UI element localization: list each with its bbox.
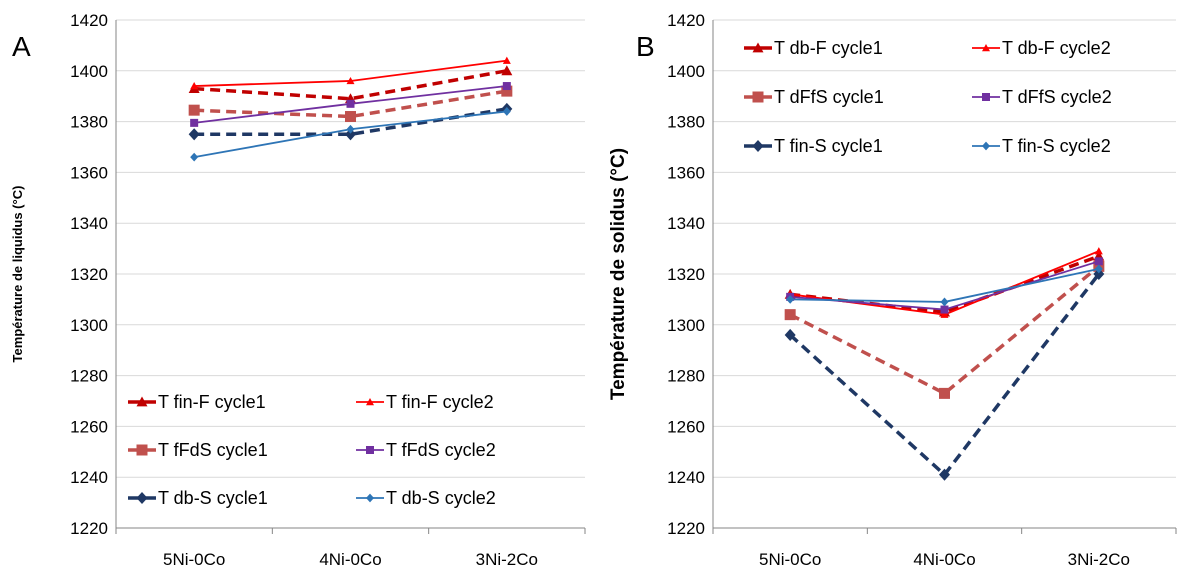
legend-entry-label: T dFfS cycle2: [1002, 87, 1112, 107]
data-point: [346, 76, 355, 85]
panel-letter: A: [12, 31, 31, 62]
y-tick-label: 1380: [667, 113, 705, 132]
data-point: [502, 56, 511, 64]
data-point: [188, 104, 200, 116]
data-point: [940, 305, 949, 314]
legend-entry-label: T db-F cycle1: [774, 38, 883, 58]
data-point: [1094, 264, 1103, 274]
data-point: [784, 328, 796, 342]
y-tick-label: 1280: [667, 367, 705, 386]
legend-marker: [366, 493, 374, 503]
y-tick-label: 1340: [667, 214, 705, 233]
x-tick-label: 3Ni-2Co: [1068, 550, 1130, 569]
y-tick-label: 1420: [667, 11, 705, 30]
data-point: [345, 128, 356, 141]
legend-marker: [366, 398, 374, 406]
y-axis-label: Température de solidus (°C): [608, 148, 629, 400]
y-tick-label: 1340: [70, 214, 108, 233]
data-point: [188, 128, 200, 141]
panel-letter: B: [636, 31, 655, 62]
y-tick-label: 1280: [70, 367, 108, 386]
data-point: [784, 309, 796, 321]
legend-marker: [982, 44, 990, 52]
y-tick-label: 1380: [70, 113, 108, 132]
y-tick-label: 1300: [70, 316, 108, 335]
data-point: [502, 107, 511, 116]
data-point: [501, 85, 513, 97]
data-point: [939, 468, 950, 481]
data-point: [1094, 257, 1103, 266]
x-tick-label: 4Ni-0Co: [913, 550, 975, 569]
y-tick-label: 1400: [667, 62, 705, 81]
y-tick-label: 1220: [667, 519, 705, 538]
data-point: [786, 295, 795, 304]
legend-marker: [982, 141, 990, 151]
legend-marker: [752, 42, 764, 53]
y-tick-label: 1360: [70, 163, 108, 182]
legend-entry-label: T fin-S cycle1: [774, 136, 883, 156]
y-tick-label: 1260: [667, 417, 705, 436]
y-tick-label: 1240: [70, 468, 108, 487]
x-tick-label: 3Ni-2Co: [476, 550, 538, 569]
y-tick-label: 1400: [70, 62, 108, 81]
legend-entry-label: T db-S cycle2: [386, 488, 496, 508]
y-tick-label: 1260: [70, 417, 108, 436]
data-point: [1094, 247, 1103, 255]
y-tick-label: 1240: [667, 468, 705, 487]
series-line: [194, 69, 508, 101]
legend-entry-label: T fin-F cycle2: [386, 392, 494, 412]
legend-marker: [136, 396, 148, 407]
data-point: [940, 310, 949, 318]
data-point: [501, 65, 513, 76]
y-tick-label: 1420: [70, 11, 108, 30]
data-point: [190, 82, 199, 90]
legend-marker: [366, 446, 374, 454]
legend-marker: [752, 139, 764, 153]
legend-entry-label: T db-F cycle2: [1002, 38, 1111, 58]
legend-entry-label: T fFdS cycle1: [158, 440, 268, 460]
legend-marker: [136, 491, 148, 505]
data-point: [346, 99, 355, 108]
y-tick-label: 1320: [667, 265, 705, 284]
data-point: [190, 152, 199, 162]
y-tick-label: 1300: [667, 316, 705, 335]
legend-marker: [752, 91, 764, 103]
data-point: [345, 111, 356, 123]
data-point: [346, 124, 355, 134]
legend-marker: [136, 444, 148, 456]
series-line: [789, 265, 1100, 396]
legend-entry-label: T db-S cycle1: [158, 488, 268, 508]
x-tick-label: 5Ni-0Co: [759, 550, 821, 569]
x-tick-label: 4Ni-0Co: [319, 550, 381, 569]
panel-a-chart: 1220 1240 1260 1280 1300 1320 1340 1360 1380 1400…: [10, 11, 586, 569]
y-axis-label: Température de liquidus (°C): [10, 186, 25, 363]
y-tick-label: 1360: [667, 163, 705, 182]
data-point: [939, 387, 950, 399]
legend-entry-label: T fin-F cycle1: [158, 392, 266, 412]
data-point: [940, 297, 949, 307]
panel-b-chart: 1220 1240 1260 1280 1300 1320 1340 1360 1380 1400…: [608, 11, 1177, 569]
x-tick-label: 5Ni-0Co: [163, 550, 225, 569]
y-tick-label: 1220: [70, 519, 108, 538]
legend-entry-label: T fFdS cycle2: [386, 440, 496, 460]
data-point: [190, 118, 199, 127]
legend-entry-label: T dFfS cycle1: [774, 87, 884, 107]
data-point: [1093, 267, 1105, 281]
legend-entry-label: T fin-S cycle2: [1002, 136, 1111, 156]
legend-marker: [982, 93, 990, 101]
series-line: [194, 89, 508, 119]
y-tick-label: 1320: [70, 265, 108, 284]
data-point: [502, 82, 511, 91]
